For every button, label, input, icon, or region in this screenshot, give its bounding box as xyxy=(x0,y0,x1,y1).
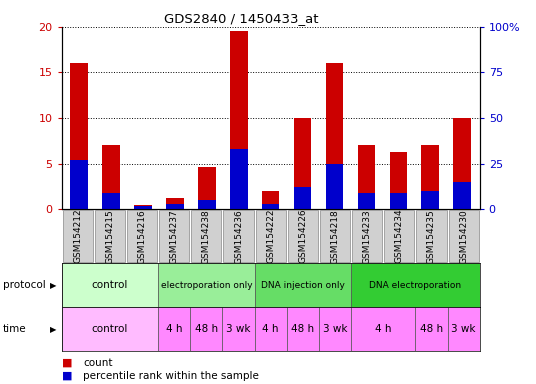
Bar xyxy=(262,204,279,209)
Text: 48 h: 48 h xyxy=(291,324,315,334)
Bar xyxy=(190,307,222,351)
Text: GSM154218: GSM154218 xyxy=(331,209,339,263)
Bar xyxy=(134,205,152,209)
Bar xyxy=(416,210,446,262)
Bar xyxy=(294,118,311,209)
Bar xyxy=(255,307,287,351)
Bar xyxy=(287,307,319,351)
Text: GSM154226: GSM154226 xyxy=(299,209,307,263)
Bar xyxy=(166,204,184,209)
Text: 3 wk: 3 wk xyxy=(323,324,347,334)
Text: ▶: ▶ xyxy=(50,281,57,290)
Bar xyxy=(159,210,189,262)
Text: GSM154216: GSM154216 xyxy=(138,209,146,263)
Bar xyxy=(294,187,311,209)
Bar xyxy=(351,263,480,307)
Text: GSM154215: GSM154215 xyxy=(106,209,114,263)
Bar xyxy=(158,307,190,351)
Bar xyxy=(384,210,414,262)
Bar xyxy=(421,146,439,209)
Text: 3 wk: 3 wk xyxy=(451,324,476,334)
Bar xyxy=(358,146,375,209)
Bar xyxy=(62,307,158,351)
Bar xyxy=(224,210,254,262)
Text: 4 h: 4 h xyxy=(166,324,182,334)
Text: count: count xyxy=(83,358,113,368)
Bar xyxy=(326,164,343,209)
Text: GSM154236: GSM154236 xyxy=(234,209,243,263)
Bar xyxy=(198,167,215,209)
Bar xyxy=(326,63,343,209)
Text: DNA electroporation: DNA electroporation xyxy=(369,281,461,290)
Text: protocol: protocol xyxy=(3,280,46,290)
Text: ▶: ▶ xyxy=(50,325,57,334)
Bar xyxy=(449,210,479,262)
Bar xyxy=(70,160,88,209)
Text: GSM154238: GSM154238 xyxy=(202,209,211,263)
Bar xyxy=(390,152,407,209)
Bar xyxy=(351,307,415,351)
Text: GSM154230: GSM154230 xyxy=(459,209,468,263)
Bar xyxy=(70,63,88,209)
Bar xyxy=(415,307,448,351)
Text: GSM154235: GSM154235 xyxy=(427,209,436,263)
Text: time: time xyxy=(3,324,26,334)
Bar xyxy=(262,191,279,209)
Bar xyxy=(319,307,351,351)
Text: control: control xyxy=(92,280,128,290)
Bar xyxy=(95,210,125,262)
Bar xyxy=(421,191,439,209)
Text: DNA injection only: DNA injection only xyxy=(261,281,345,290)
Text: 48 h: 48 h xyxy=(420,324,443,334)
Bar xyxy=(62,263,158,307)
Bar xyxy=(191,210,221,262)
Bar xyxy=(453,118,471,209)
Text: electroporation only: electroporation only xyxy=(161,281,252,290)
Text: GDS2840 / 1450433_at: GDS2840 / 1450433_at xyxy=(164,12,318,25)
Bar xyxy=(158,263,255,307)
Bar xyxy=(448,307,480,351)
Bar xyxy=(256,210,286,262)
Bar xyxy=(102,193,120,209)
Bar xyxy=(166,199,184,209)
Text: 4 h: 4 h xyxy=(375,324,391,334)
Bar xyxy=(453,182,471,209)
Bar xyxy=(63,210,93,262)
Text: 48 h: 48 h xyxy=(195,324,218,334)
Text: 3 wk: 3 wk xyxy=(226,324,251,334)
Bar xyxy=(230,149,248,209)
Text: GSM154222: GSM154222 xyxy=(266,209,275,263)
Bar xyxy=(198,200,215,209)
Text: percentile rank within the sample: percentile rank within the sample xyxy=(83,371,259,381)
Bar xyxy=(127,210,157,262)
Text: GSM154234: GSM154234 xyxy=(395,209,404,263)
Text: ■: ■ xyxy=(62,371,72,381)
Bar xyxy=(222,307,255,351)
Bar xyxy=(358,193,375,209)
Bar xyxy=(352,210,382,262)
Text: 4 h: 4 h xyxy=(263,324,279,334)
Text: GSM154212: GSM154212 xyxy=(73,209,82,263)
Text: GSM154237: GSM154237 xyxy=(170,209,178,263)
Bar xyxy=(102,146,120,209)
Bar xyxy=(230,31,248,209)
Bar xyxy=(255,263,351,307)
Text: GSM154233: GSM154233 xyxy=(363,209,371,263)
Bar xyxy=(320,210,350,262)
Text: ■: ■ xyxy=(62,358,72,368)
Bar xyxy=(288,210,318,262)
Bar xyxy=(390,193,407,209)
Bar xyxy=(134,206,152,209)
Text: control: control xyxy=(92,324,128,334)
